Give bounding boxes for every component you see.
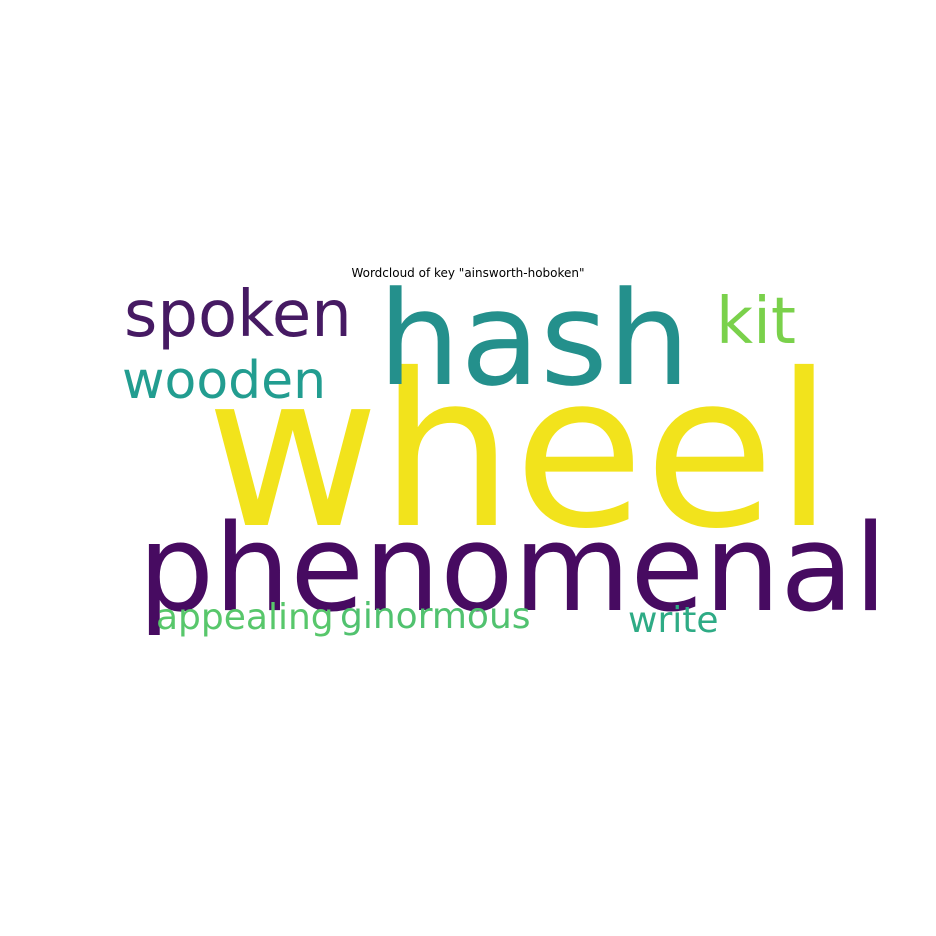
word-ginormous: ginormous <box>340 596 531 637</box>
word-appealing: appealing <box>156 597 334 638</box>
word-kit: kit <box>716 285 796 359</box>
word-spoken: spoken <box>124 278 352 352</box>
word-wooden: wooden <box>122 351 327 411</box>
word-write: write <box>628 600 719 641</box>
word-phenomenal: phenomenal <box>138 500 888 639</box>
figure-title: Wordcloud of key "ainsworth-hoboken" <box>351 266 585 280</box>
word-hash: hash <box>378 263 691 415</box>
word-wheel: wheel <box>206 328 834 575</box>
